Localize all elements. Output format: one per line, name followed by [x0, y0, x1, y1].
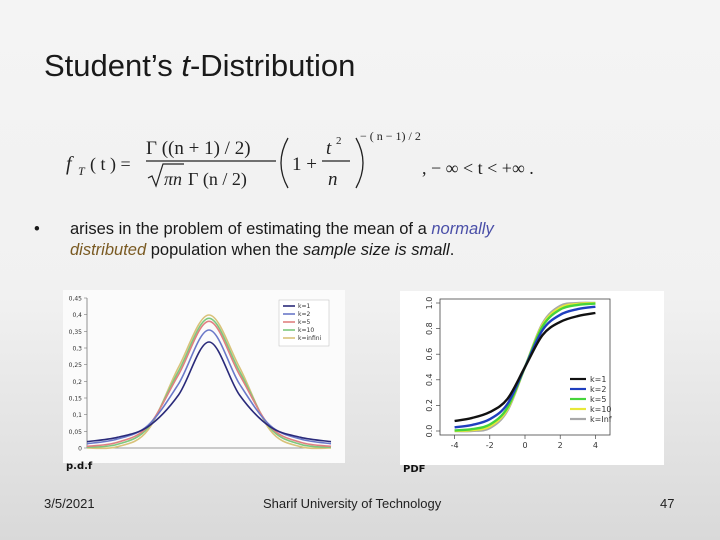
- cdf-x-tick-label: -4: [451, 441, 459, 450]
- cdf-legend-label: k=5: [590, 395, 606, 404]
- cdf-legend-label: k=10: [590, 405, 612, 414]
- cdf-x-tick-label: -2: [486, 441, 494, 450]
- formula-lhs-sub: T: [78, 164, 86, 178]
- formula-t-exp: 2: [336, 135, 342, 147]
- formula-n: n: [328, 169, 338, 190]
- cdf-y-tick-label: 1.0: [425, 297, 434, 310]
- pdf-y-tick-label: 0,2: [72, 379, 82, 386]
- cdf-y-tick-label: 0.8: [425, 322, 434, 335]
- cdf-legend-label: k=2: [590, 385, 606, 394]
- cdf-x-tick-label: 2: [558, 441, 563, 450]
- normally-link: normally: [431, 220, 494, 238]
- cdf-x-tick-label: 0: [522, 441, 527, 450]
- pdf-chart: 0 0,05 0,1 0,15 0,2 0,25 0,3 0,35 0,4 0,45 k=1 k=2 k…: [63, 290, 345, 463]
- formula-lhs-arg: ( t ) =: [90, 154, 131, 175]
- formula-numerator: Γ ((n + 1) / 2): [146, 138, 251, 159]
- pdf-y-tick-label: 0,15: [69, 396, 83, 403]
- pdf-y-tick-label: 0,25: [69, 362, 83, 369]
- pdf-series-line-k=infini: [86, 314, 332, 450]
- slide-title: Student’s t-Distribution: [44, 48, 355, 84]
- pdf-legend-label: k=1: [298, 303, 311, 310]
- pdf-legend-label: k=10: [298, 327, 314, 334]
- formula-lhs: f: [66, 153, 74, 175]
- pdf-chart-svg: 00,050,10,150,20,250,30,350,40,45k=1k=2k…: [69, 296, 332, 453]
- title-italic-t: t: [181, 48, 190, 83]
- right-paren: [355, 137, 364, 189]
- cdf-series-line-k=1: [454, 311, 596, 423]
- formula-base-one: 1 +: [292, 154, 317, 175]
- formula-domain: , − ∞ < t < +∞ .: [422, 158, 534, 178]
- cdf-y-tick-label: 0.6: [425, 348, 434, 361]
- cdf-y-tick-label: 0.0: [425, 425, 434, 438]
- cdf-chart: 0.0 0.2 0.4 0.6 0.8 1.0 -4 -2 0 2 4 k=1 k=2 k=5 k=10 k=…: [400, 291, 664, 465]
- sample-size-phrase: sample size is small: [303, 241, 450, 259]
- pdf-y-tick-label: 0,3: [72, 346, 82, 353]
- formula-exponent: − ( n − 1) / 2: [360, 129, 421, 143]
- bullet-text: arises in the problem of estimating the …: [70, 219, 630, 261]
- cdf-chart-svg: 0.0 0.2 0.4 0.6 0.8 1.0 -4 -2 0 2 4 k=1k=2k=5k=10k=…: [425, 297, 612, 450]
- cdf-legend-label: k=1: [590, 375, 606, 384]
- bullet-text-part-3: .: [449, 241, 455, 259]
- pdf-series-line-k=5: [86, 320, 332, 448]
- pdf-y-tick-label: 0,45: [69, 296, 83, 303]
- title-suffix: -Distribution: [189, 48, 356, 83]
- pdf-legend-label: k=5: [298, 319, 311, 326]
- bullet-text-part-1: arises in the problem of estimating the …: [70, 220, 432, 238]
- pdf-y-tick-label: 0,35: [69, 329, 83, 336]
- formula-t: t: [326, 138, 332, 159]
- formula-denominator-rest: Γ (n / 2): [188, 169, 247, 190]
- cdf-chart-caption: PDF: [403, 464, 426, 475]
- footer-institution: Sharif University of Technology: [263, 496, 442, 511]
- cdf-y-tick-label: 0.2: [425, 399, 434, 412]
- pdf-legend-label: k=infini: [298, 335, 322, 342]
- pdf-series-line-k=2: [86, 329, 332, 445]
- left-paren: [280, 137, 289, 189]
- footer-date: 3/5/2021: [44, 496, 95, 511]
- pdf-chart-caption: p.d.f: [66, 461, 93, 472]
- footer-page-number: 47: [660, 496, 675, 511]
- title-prefix: Student’s: [44, 48, 182, 83]
- distributed-word: distributed: [70, 241, 147, 259]
- pdf-series-line-k=10: [86, 317, 332, 449]
- pdf-y-tick-label: 0,4: [72, 312, 82, 319]
- bullet-marker: •: [34, 220, 40, 238]
- t-distribution-formula: f T ( t ) = Γ ((n + 1) / 2) πn Γ (n / 2)…: [66, 129, 534, 190]
- pdf-y-tick-label: 0,05: [69, 429, 83, 436]
- cdf-y-tick-label: 0.4: [425, 373, 434, 386]
- pdf-y-tick-label: 0,1: [72, 412, 82, 419]
- formula-denominator-sqrt: πn: [164, 169, 182, 189]
- bullet-text-part-2: population when the: [146, 241, 304, 259]
- pdf-series-line-k=1: [86, 341, 332, 443]
- sqrt-sign: [147, 163, 184, 188]
- pdf-y-tick-label: 0: [78, 446, 82, 453]
- cdf-x-tick-label: 4: [593, 441, 598, 450]
- pdf-legend-box: [278, 299, 330, 347]
- cdf-legend-label: k=Inf: [590, 415, 612, 424]
- pdf-legend-label: k=2: [298, 311, 311, 318]
